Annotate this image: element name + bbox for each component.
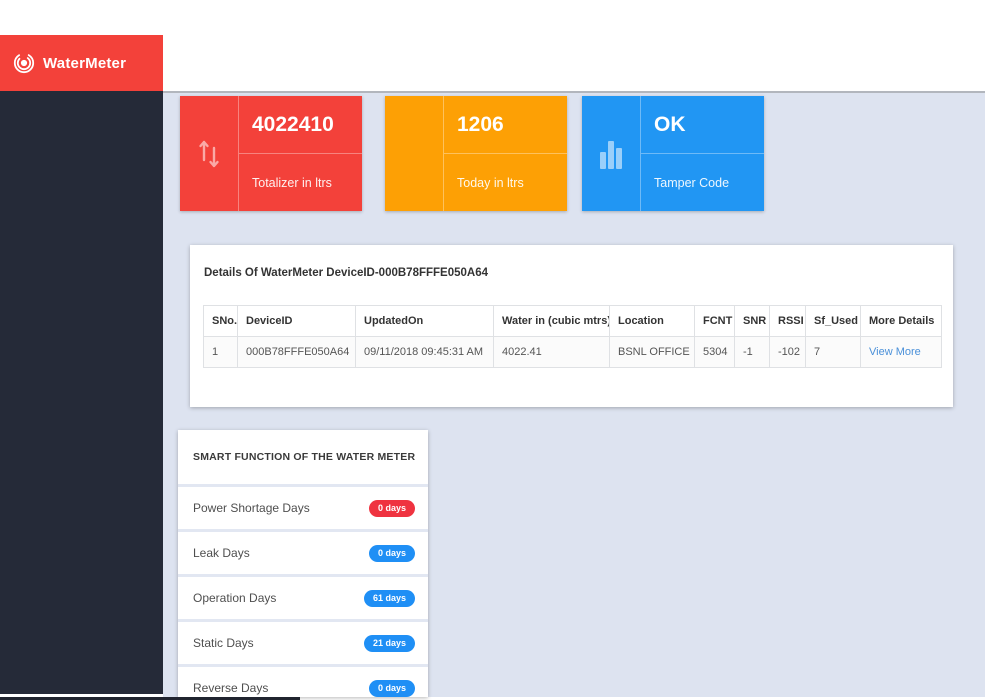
- col-fcnt: FCNT: [694, 305, 735, 337]
- details-panel: Details Of WaterMeter DeviceID-000B78FFF…: [190, 245, 953, 407]
- status-badge: 0 days: [368, 499, 415, 517]
- bottom-edge-strip: [0, 697, 300, 700]
- row-label: Operation Days: [193, 591, 277, 605]
- bar-chart-icon: [582, 96, 641, 211]
- brand-name: WaterMeter: [43, 54, 127, 72]
- col-rssi: RSSI: [769, 305, 806, 337]
- table-row: 1 000B78FFFE050A64 09/11/2018 09:45:31 A…: [203, 336, 942, 368]
- smart-panel-title: SMART FUNCTION OF THE WATER METER: [178, 430, 428, 487]
- totalizer-value: 4022410: [239, 96, 362, 154]
- cell-waterin: 4022.41: [493, 336, 610, 368]
- list-item-reverse-days: Reverse Days 0 days: [178, 667, 428, 697]
- device-details-table: SNo. DeviceID UpdatedOn Water in (cubic …: [203, 305, 942, 368]
- cell-fcnt: 5304: [694, 336, 735, 368]
- list-item-operation-days: Operation Days 61 days: [178, 577, 428, 622]
- smart-function-panel: SMART FUNCTION OF THE WATER METER Power …: [178, 430, 428, 697]
- cell-rssi: -102: [769, 336, 806, 368]
- stat-card-today: 1206 Today in ltrs: [385, 96, 567, 211]
- row-label: Static Days: [193, 636, 254, 650]
- status-badge: 61 days: [363, 589, 415, 607]
- col-location: Location: [609, 305, 695, 337]
- cell-updatedon: 09/11/2018 09:45:31 AM: [355, 336, 494, 368]
- stat-card-tamper: OK Tamper Code: [582, 96, 764, 211]
- col-moredetails: More Details: [860, 305, 942, 337]
- cell-deviceid: 000B78FFFE050A64: [237, 336, 356, 368]
- row-label: Reverse Days: [193, 681, 269, 695]
- cell-snr: -1: [734, 336, 770, 368]
- col-sno: SNo.: [203, 305, 238, 337]
- list-item-leak-days: Leak Days 0 days: [178, 532, 428, 577]
- up-down-arrows-icon: [180, 96, 239, 211]
- list-item-static-days: Static Days 21 days: [178, 622, 428, 667]
- view-more-link[interactable]: View More: [869, 346, 921, 358]
- details-title: Details Of WaterMeter DeviceID-000B78FFF…: [204, 267, 488, 279]
- col-updatedon: UpdatedOn: [355, 305, 494, 337]
- col-sfused: Sf_Used: [805, 305, 861, 337]
- row-label: Power Shortage Days: [193, 501, 310, 515]
- stat-card-totalizer: 4022410 Totalizer in ltrs: [180, 96, 362, 211]
- cell-sfused: 7: [805, 336, 861, 368]
- row-label: Leak Days: [193, 546, 250, 560]
- col-deviceid: DeviceID: [237, 305, 356, 337]
- col-snr: SNR: [734, 305, 770, 337]
- brand-header[interactable]: WaterMeter: [0, 35, 163, 91]
- cell-location: BSNL OFFICE: [609, 336, 695, 368]
- meter-dial-icon: [13, 52, 35, 74]
- blank-icon: [385, 96, 444, 211]
- list-item-power-shortage: Power Shortage Days 0 days: [178, 487, 428, 532]
- main-content: 4022410 Totalizer in ltrs 1206 Today in …: [163, 93, 985, 697]
- today-value: 1206: [444, 96, 567, 154]
- top-navbar: [163, 35, 985, 93]
- tamper-label: Tamper Code: [654, 175, 730, 190]
- tamper-value: OK: [641, 96, 764, 154]
- totalizer-label: Totalizer in ltrs: [252, 175, 332, 190]
- status-badge: 0 days: [368, 544, 415, 562]
- table-header-row: SNo. DeviceID UpdatedOn Water in (cubic …: [203, 305, 942, 337]
- status-badge: 0 days: [368, 679, 415, 697]
- cell-moredetails: View More: [860, 336, 942, 368]
- status-badge: 21 days: [363, 634, 415, 652]
- cell-sno: 1: [203, 336, 238, 368]
- col-waterin: Water in (cubic mtrs): [493, 305, 610, 337]
- today-label: Today in ltrs: [457, 175, 524, 190]
- sidebar: [0, 91, 163, 694]
